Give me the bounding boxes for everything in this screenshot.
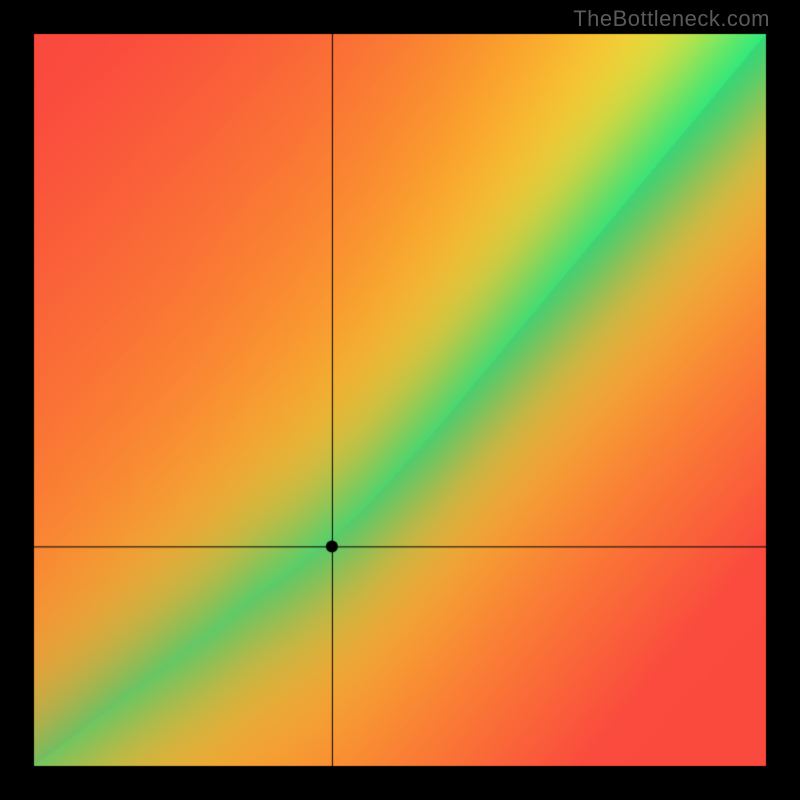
attribution-label: TheBottleneck.com [573, 6, 770, 32]
bottleneck-heatmap [0, 0, 800, 800]
